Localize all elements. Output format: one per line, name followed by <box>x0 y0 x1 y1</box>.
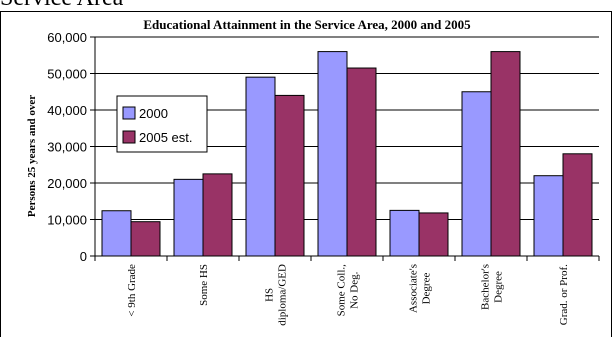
category-label-line: Some HS <box>198 264 210 306</box>
bar-2000 <box>389 209 420 257</box>
legend-swatch-2000 <box>122 106 136 120</box>
bar-2000 <box>245 76 276 257</box>
category-label: < 9th Grade <box>126 264 138 317</box>
legend-swatch-2005 <box>122 130 136 144</box>
category-label-line: HS <box>264 288 276 302</box>
category-label-line: Grad. or Prof. <box>558 264 570 325</box>
category-label: Bachelor'sDegree <box>480 264 505 310</box>
bar-2005-est <box>130 221 161 257</box>
bar-2005-est <box>562 153 593 257</box>
category-label-line: Degree <box>493 271 505 303</box>
category-label: Some HS <box>198 264 210 306</box>
category-label-line: Degree <box>421 273 433 305</box>
category-labels: < 9th Grade Some HS HSdiploma/GED Some Coll… <box>126 264 570 326</box>
y-tick-label: 60,000 <box>47 30 87 45</box>
y-tick-label: 20,000 <box>47 176 87 191</box>
bar-2005-est <box>490 51 521 257</box>
chart-title: Educational Attainment in the Service Ar… <box>143 17 471 32</box>
bar-2000 <box>173 178 204 257</box>
bar-2000 <box>317 51 348 257</box>
category-label: Associate'sDegree <box>408 264 433 313</box>
y-axis-title: Persons 25 years and over <box>26 95 38 217</box>
axes <box>90 36 600 261</box>
bars <box>101 51 593 257</box>
bar-2005-est <box>202 173 233 257</box>
category-label: Some Coll.,No Deg. <box>336 264 361 317</box>
legend-label-2005: 2005 est. <box>139 130 193 145</box>
y-tick-label: 40,000 <box>47 103 87 118</box>
legend: 2000 2005 est. <box>116 95 208 153</box>
bar-2005-est <box>418 212 449 257</box>
bar-2005-est <box>274 94 305 257</box>
y-tick-label: 30,000 <box>47 140 87 155</box>
y-tick-label: 10,000 <box>47 213 87 228</box>
tick-labels: 0 10,000 20,000 30,000 40,000 50,000 60,000 <box>47 30 87 264</box>
y-tick-label: 0 <box>80 249 87 264</box>
category-label: Grad. or Prof. <box>558 264 570 325</box>
legend-label-2000: 2000 <box>139 106 168 121</box>
chart-frame: Educational Attainment in the Service Ar… <box>0 11 612 337</box>
category-label-line: No Deg. <box>349 271 361 309</box>
category-label-line: diploma/GED <box>277 264 289 326</box>
bar-2000 <box>101 210 132 257</box>
page-heading: Service Area <box>0 0 123 12</box>
bar-2000 <box>533 175 564 257</box>
category-label-line: < 9th Grade <box>126 264 138 317</box>
y-tick-label: 50,000 <box>47 67 87 82</box>
category-label-line: Some Coll., <box>336 264 348 317</box>
chart-svg: Educational Attainment in the Service Ar… <box>26 17 600 326</box>
category-label-line: Associate's <box>408 264 420 313</box>
category-label: HSdiploma/GED <box>264 264 289 326</box>
bar-2000 <box>461 91 492 257</box>
bar-2005-est <box>346 67 377 257</box>
category-label-line: Bachelor's <box>480 264 492 310</box>
